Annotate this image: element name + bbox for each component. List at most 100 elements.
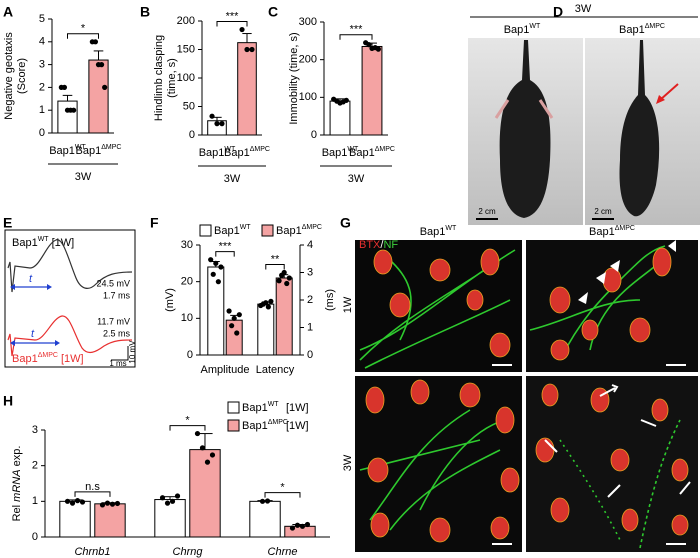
bar (237, 42, 257, 136)
endplates (365, 247, 689, 543)
latency-label: 2.5 ms (103, 328, 131, 338)
gene-name: Bap1 (242, 420, 268, 432)
y-tick-label: 5 (39, 13, 45, 25)
data-point (299, 523, 306, 529)
data-point (61, 84, 68, 90)
genotype-label: Bap1WT (199, 146, 236, 159)
genotype-label: Bap1ΔMPC (224, 146, 270, 159)
gene-name: Bap1 (12, 237, 38, 249)
genotype-sup: ΔMPC (250, 146, 270, 153)
data-point (263, 300, 269, 306)
scale-label: 10 mV (128, 340, 137, 364)
latency-label: 1.7 ms (103, 290, 131, 300)
y-tick-label: 30 (181, 239, 193, 251)
data-point (204, 459, 211, 465)
arrows (544, 384, 691, 498)
genotype-label: Bap1WT (214, 224, 251, 237)
data-point (215, 279, 221, 285)
data-point (265, 304, 271, 310)
y-tick-label: 0 (32, 531, 38, 543)
data-point (218, 264, 224, 270)
group-label: 3W (224, 173, 241, 185)
significance-bracket (264, 492, 301, 498)
column-label: Bap1WT (504, 23, 541, 36)
panel-letter: E (3, 215, 12, 231)
y-tick-label: 200 (299, 54, 317, 66)
scale-bars (492, 364, 686, 545)
stain-label: BTX/NF (359, 239, 398, 251)
y-tick-label: 150 (177, 43, 195, 55)
legend-swatch (199, 224, 212, 237)
data-point (231, 315, 237, 321)
y-axis-label: (mV) (164, 288, 176, 312)
data-point (79, 499, 86, 505)
gene-name: Bap1 (420, 226, 446, 238)
bar (59, 500, 91, 538)
data-point (229, 323, 235, 329)
gene-name: Bap1 (76, 145, 102, 157)
y-tick-label: 2 (307, 294, 313, 306)
data-point (74, 498, 81, 504)
genotype-sup: ΔMPC (38, 352, 58, 359)
bar (94, 503, 126, 538)
y-tick-label: 4 (39, 36, 45, 48)
data-point (366, 42, 372, 48)
data-point (214, 121, 220, 127)
data-point (276, 278, 282, 284)
y-tick-label: 300 (299, 16, 317, 28)
scale-label: 2 cm (478, 207, 496, 216)
data-point (208, 257, 214, 263)
data-point (268, 298, 274, 304)
data-point (169, 498, 176, 504)
y-tick-label: 2 (39, 81, 45, 93)
data-point (226, 308, 232, 314)
column-label: Bap1ΔMPC (589, 225, 635, 238)
arrow-heads (10, 284, 52, 290)
y-tick-label: 100 (177, 72, 195, 84)
genotype-sup: WT (347, 146, 359, 153)
y-tick-label: 3 (32, 424, 38, 436)
genotype-label: Bap1WT (49, 144, 86, 157)
column-label: Bap1WT (420, 225, 457, 238)
data-point (164, 500, 171, 506)
data-point (289, 525, 296, 531)
genotype-label: Bap1ΔMPC (242, 419, 288, 432)
panel-letter: G (340, 215, 351, 231)
significance-label: *** (219, 241, 233, 253)
significance-label: *** (226, 10, 240, 22)
data-point (114, 500, 121, 507)
data-point (209, 113, 215, 119)
group-label: 3W (575, 3, 592, 15)
genotype-sup: ΔMPC (268, 419, 288, 426)
data-point (244, 46, 250, 53)
y-tick-label: 200 (177, 15, 195, 27)
y-axis-label: Negative geotaxis (3, 32, 15, 120)
trace-label: Bap1WT [1W] (12, 236, 74, 249)
legend-swatch (261, 224, 274, 237)
data-point (102, 84, 108, 90)
genotype-sup: ΔMPC (101, 144, 121, 151)
genotype-sup: ΔMPC (375, 146, 395, 153)
bar (361, 45, 383, 136)
arrow-head (656, 95, 665, 104)
y-label-part: mRNA (11, 469, 23, 501)
y-tick-label: 0 (189, 129, 195, 141)
data-point (375, 46, 381, 52)
significance-label: *** (350, 24, 364, 36)
data-point (294, 522, 301, 528)
y-tick-label: 3 (39, 59, 45, 71)
legend-suffix: [1W] (286, 420, 309, 432)
genotype-sup: WT (38, 236, 50, 243)
data-point (109, 501, 116, 507)
legend-suffix: [1W] (286, 402, 309, 414)
scale-bar (111, 346, 129, 361)
genotype-sup: WT (529, 23, 541, 30)
genotype-label: Bap1WT (242, 401, 279, 414)
data-point (210, 271, 216, 277)
y-tick-label: 1 (32, 495, 38, 507)
genotype-sup: WT (240, 224, 252, 231)
y-tick-label: 3 (307, 266, 313, 278)
row-label: 3W (342, 454, 354, 471)
x-tick-label: Chrng (173, 546, 204, 558)
bar (88, 59, 109, 134)
